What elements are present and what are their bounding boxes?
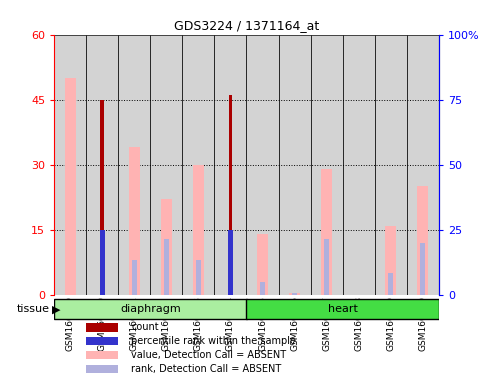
Bar	[100, 230, 105, 295]
Bar	[65, 78, 76, 295]
Bar	[407, 35, 439, 295]
Bar	[129, 147, 140, 295]
Bar	[279, 35, 311, 295]
Bar	[54, 35, 86, 295]
Bar	[292, 293, 297, 295]
Bar	[193, 165, 204, 295]
Bar	[385, 225, 396, 295]
Bar	[86, 337, 118, 345]
Bar	[311, 35, 343, 295]
Title: GDS3224 / 1371164_at: GDS3224 / 1371164_at	[174, 19, 319, 32]
Bar	[132, 260, 137, 295]
Text: ▶: ▶	[52, 304, 61, 314]
Bar	[100, 238, 105, 295]
Bar	[229, 95, 232, 295]
Bar	[417, 187, 428, 295]
Bar	[86, 365, 118, 373]
Bar	[246, 35, 279, 295]
Bar	[260, 282, 265, 295]
Bar	[164, 238, 169, 295]
Bar	[321, 169, 332, 295]
Bar	[228, 256, 233, 295]
Bar	[182, 35, 214, 295]
Text: heart: heart	[328, 304, 357, 314]
Text: percentile rank within the sample: percentile rank within the sample	[131, 336, 296, 346]
Bar	[150, 35, 182, 295]
Bar	[86, 323, 118, 331]
Bar	[228, 230, 233, 295]
Bar	[118, 35, 150, 295]
Bar	[343, 35, 375, 295]
Bar	[86, 35, 118, 295]
Bar	[324, 238, 329, 295]
Bar	[101, 100, 104, 295]
Bar	[289, 293, 300, 295]
Text: diaphragm: diaphragm	[120, 304, 181, 314]
Bar	[214, 35, 246, 295]
Bar	[421, 243, 425, 295]
Bar	[196, 260, 201, 295]
Bar	[246, 299, 439, 319]
Text: tissue: tissue	[16, 304, 49, 314]
Text: rank, Detection Call = ABSENT: rank, Detection Call = ABSENT	[131, 364, 282, 374]
Text: value, Detection Call = ABSENT: value, Detection Call = ABSENT	[131, 350, 286, 360]
Bar	[161, 199, 172, 295]
Text: count: count	[131, 323, 159, 333]
Bar	[54, 299, 246, 319]
Bar	[257, 234, 268, 295]
Bar	[375, 35, 407, 295]
Bar	[388, 273, 393, 295]
Bar	[86, 351, 118, 359]
